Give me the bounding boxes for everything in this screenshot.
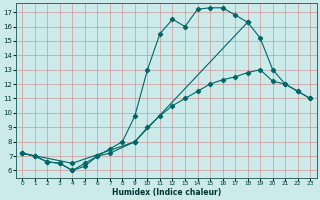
X-axis label: Humidex (Indice chaleur): Humidex (Indice chaleur) — [112, 188, 221, 197]
